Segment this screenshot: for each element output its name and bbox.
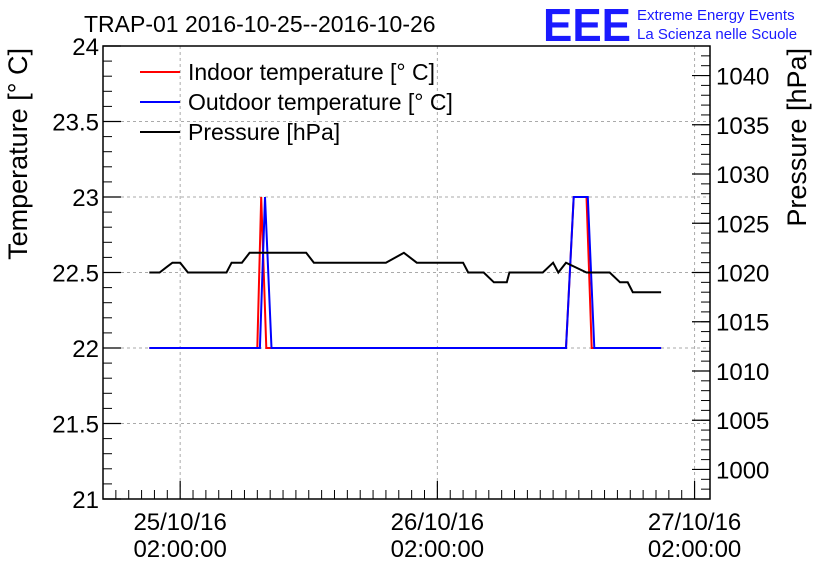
series-pressure [149, 251, 662, 294]
x-tick-date: 26/10/16 [391, 509, 484, 536]
x-tick-date: 27/10/16 [648, 509, 741, 536]
y2-tick-label: 1035 [716, 113, 769, 140]
y-tick-label: 24 [72, 34, 99, 61]
tick-layer: 21 21.5 22 22.5 23 23.5 24 1000 1005 1010 1015 1020… [52, 34, 769, 563]
series-outdoor-temperature [149, 196, 662, 349]
series-layer [149, 196, 662, 349]
legend-label-pressure: Pressure [hPa] [188, 119, 340, 145]
y-tick-label: 21.5 [52, 412, 99, 439]
brand-line-2: La Scienza nelle Scuole [637, 26, 797, 43]
x-tick-time: 02:00:00 [648, 536, 741, 563]
x-tick-time: 02:00:00 [391, 536, 484, 563]
y2-tick-label: 1030 [716, 162, 769, 189]
brand-logo: EEE [543, 0, 631, 51]
chart-title: TRAP-01 2016-10-25--2016-10-26 [84, 11, 436, 37]
y-tick-label: 22.5 [52, 261, 99, 288]
y2-tick-label: 1000 [716, 457, 769, 484]
y2-tick-label: 1040 [716, 64, 769, 91]
y2-tick-label: 1015 [716, 310, 769, 337]
x-tick-date: 25/10/16 [133, 509, 226, 536]
legend: Indoor temperature [° C] Outdoor tempera… [140, 59, 453, 145]
brand-block: EEE Extreme Energy Events La Scienza nel… [543, 0, 797, 51]
x-tick-time: 02:00:00 [133, 536, 226, 563]
y-axis-label: Temperature [° C] [3, 48, 33, 260]
y2-tick-label: 1010 [716, 359, 769, 386]
y2-tick-label: 1020 [716, 261, 769, 288]
y-tick-label: 23 [72, 185, 99, 212]
y2-tick-label: 1025 [716, 211, 769, 238]
legend-label-outdoor: Outdoor temperature [° C] [188, 89, 453, 115]
y-tick-label: 22 [72, 336, 99, 363]
brand-line-1: Extreme Energy Events [637, 7, 795, 24]
legend-label-indoor: Indoor temperature [° C] [188, 59, 435, 85]
y2-axis-label: Pressure [hPa] [782, 48, 812, 227]
y2-tick-label: 1005 [716, 408, 769, 435]
y-tick-label: 23.5 [52, 110, 99, 137]
y-tick-label: 21 [72, 487, 99, 514]
